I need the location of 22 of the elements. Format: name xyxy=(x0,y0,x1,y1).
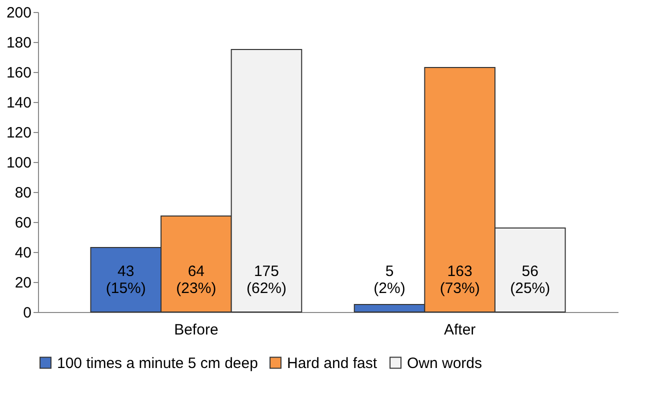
data-label: 163 (73%) xyxy=(440,263,480,297)
legend-label: 100 times a minute 5 cm deep xyxy=(57,354,258,372)
y-tick-label: 40 xyxy=(14,244,32,262)
legend-label: Own words xyxy=(407,354,482,372)
y-tick-label: 100 xyxy=(6,154,32,172)
data-label: 64 (23%) xyxy=(176,263,216,297)
x-tick-label: After xyxy=(444,322,476,338)
y-tick-label: 200 xyxy=(6,4,32,22)
data-label: 56 (25%) xyxy=(510,263,550,297)
y-tick-label: 160 xyxy=(6,64,32,82)
y-tick-label: 80 xyxy=(14,184,32,202)
y-tick-label: 0 xyxy=(23,304,32,322)
y-tick-label: 180 xyxy=(6,34,32,52)
data-label: 43 (15%) xyxy=(106,263,146,297)
data-label: 175 (62%) xyxy=(246,263,286,297)
y-tick-label: 140 xyxy=(6,94,32,112)
y-tick-label: 60 xyxy=(14,214,32,232)
y-tick-label: 120 xyxy=(6,124,32,142)
legend-label: Hard and fast xyxy=(287,354,378,372)
y-tick-label: 20 xyxy=(14,274,32,292)
data-label: 5 (2%) xyxy=(374,263,406,297)
x-tick-label: Before xyxy=(174,322,218,338)
